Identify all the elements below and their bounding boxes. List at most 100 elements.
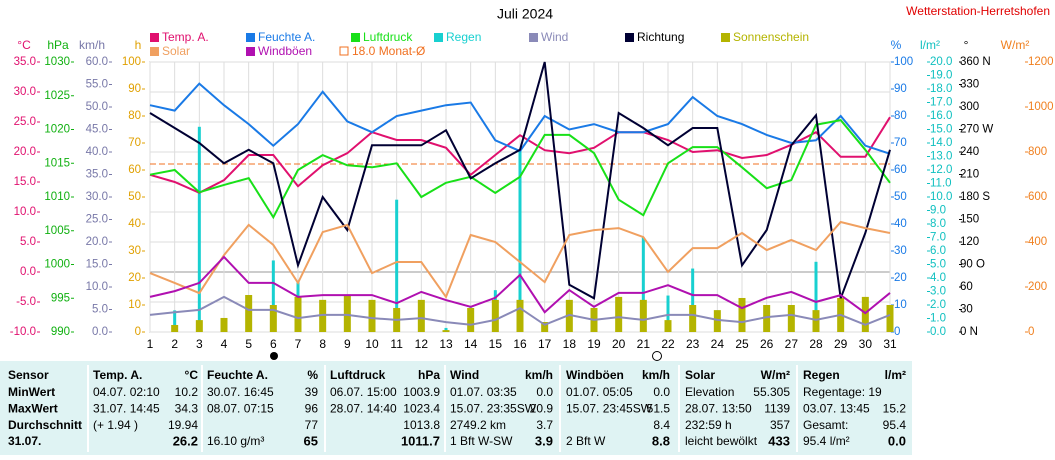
y-tick-label: 50.0 bbox=[86, 101, 108, 113]
table-cell: 433 bbox=[768, 433, 790, 448]
x-tick-label: 21 bbox=[637, 337, 651, 351]
table-cell: 8.4 bbox=[653, 418, 670, 432]
bar bbox=[368, 299, 376, 332]
x-tick-label: 29 bbox=[834, 337, 848, 351]
table-cell: 3.9 bbox=[535, 433, 553, 448]
bar bbox=[444, 327, 448, 332]
y-tick-label: 11.0 bbox=[930, 178, 952, 190]
table-cell: 51.5 bbox=[647, 401, 671, 415]
y-tick-label: 80 bbox=[128, 110, 141, 122]
axis-unit: % bbox=[891, 38, 902, 52]
legend-label: Sonnenschein bbox=[733, 30, 809, 44]
x-tick-label: 5 bbox=[245, 337, 252, 351]
axis-unit: l/m² bbox=[920, 38, 940, 52]
y-tick-label: 0.0 bbox=[20, 266, 36, 278]
table-cell: Regentage: 19 bbox=[803, 385, 882, 399]
y-tick-label: 20.0 bbox=[86, 236, 108, 248]
bar bbox=[664, 320, 672, 332]
table-cell: 232:59 h bbox=[685, 418, 732, 432]
y-tick-label: 0 N bbox=[960, 326, 978, 338]
table-cell: leicht bewölkt bbox=[685, 434, 758, 448]
x-tick-label: 17 bbox=[538, 337, 552, 351]
axis-unit: ° bbox=[964, 38, 969, 52]
y-tick-label: 0 bbox=[1028, 326, 1034, 338]
axis-unit: W/m² bbox=[1001, 38, 1030, 52]
table-cell: 01.07. 05:05 bbox=[566, 385, 633, 399]
row-label: MaxWert bbox=[8, 401, 58, 415]
x-tick-label: 18 bbox=[563, 337, 577, 351]
table-cell: 15.2 bbox=[883, 401, 907, 415]
legend-label: Wind bbox=[541, 30, 568, 44]
y-tick-label: 1030 bbox=[44, 56, 70, 68]
legend-label: Regen bbox=[446, 30, 481, 44]
y-tick-label: 120 bbox=[960, 236, 979, 248]
table-cell: 8.8 bbox=[652, 433, 670, 448]
y-tick-label: 10.0 bbox=[86, 281, 108, 293]
y-tick-label: 90 O bbox=[960, 259, 985, 271]
y-tick-label: 16.0 bbox=[930, 110, 952, 122]
table-cell: 30.07. 16:45 bbox=[207, 385, 274, 399]
y-tick-label: 50 bbox=[128, 191, 141, 203]
y-tick-label: 990 bbox=[51, 326, 70, 338]
x-tick-label: 1 bbox=[147, 337, 154, 351]
y-tick-label: 1000 bbox=[1028, 101, 1054, 113]
x-tick-label: 30 bbox=[859, 337, 873, 351]
y-tick-label: 30 bbox=[960, 304, 973, 316]
x-tick-label: 13 bbox=[439, 337, 453, 351]
bar bbox=[220, 317, 228, 332]
table-header: hPa bbox=[418, 368, 440, 382]
y-tick-label: 30 bbox=[894, 245, 907, 257]
table-cell: 03.07. 13:45 bbox=[803, 401, 870, 415]
x-tick-label: 22 bbox=[661, 337, 675, 351]
y-tick-label: 15.0 bbox=[930, 124, 952, 136]
y-tick-label: 5.0 bbox=[92, 304, 108, 316]
axis-unit: °C bbox=[17, 38, 31, 52]
y-tick-label: -10.0 bbox=[10, 326, 36, 338]
table-cell: 357 bbox=[770, 418, 790, 432]
bar bbox=[689, 305, 697, 332]
y-tick-label: 25.0 bbox=[86, 214, 108, 226]
axis-unit: km/h bbox=[79, 38, 105, 52]
table-cell: 10.2 bbox=[175, 385, 199, 399]
y-tick-label: 20.0 bbox=[930, 56, 952, 68]
bar bbox=[442, 330, 450, 332]
table-cell: 95.4 bbox=[883, 418, 907, 432]
y-tick-label: 10 bbox=[894, 299, 907, 311]
x-tick-label: 4 bbox=[221, 337, 228, 351]
y-tick-label: 10 bbox=[128, 299, 141, 311]
x-tick-label: 20 bbox=[612, 337, 626, 351]
bar bbox=[541, 322, 549, 332]
y-tick-label: 80 bbox=[894, 110, 907, 122]
y-tick-label: 60.0 bbox=[86, 56, 108, 68]
y-tick-label: 1015 bbox=[44, 157, 70, 169]
y-tick-label: 9.0 bbox=[930, 205, 946, 217]
y-tick-label: 30 bbox=[128, 245, 141, 257]
table-cell: 95.4 l/m² bbox=[803, 434, 850, 448]
bar bbox=[639, 299, 647, 332]
y-tick-label: 15.0 bbox=[14, 176, 36, 188]
y-tick-label: 18.0 bbox=[930, 83, 952, 95]
legend-swatch bbox=[150, 33, 159, 42]
bar bbox=[763, 305, 771, 332]
x-tick-label: 6 bbox=[270, 337, 277, 351]
y-tick-label: 45.0 bbox=[86, 124, 108, 136]
y-tick-label: 270 W bbox=[960, 124, 993, 136]
x-tick-label: 9 bbox=[344, 337, 351, 351]
y-tick-label: 55.0 bbox=[86, 79, 108, 91]
bar bbox=[518, 149, 522, 332]
table-cell: 08.07. 07:15 bbox=[207, 401, 274, 415]
legend-swatch bbox=[246, 47, 255, 56]
table-cell: 20.9 bbox=[530, 401, 554, 415]
table-cell: 31.07. 14:45 bbox=[93, 401, 160, 415]
y-tick-label: 6.0 bbox=[930, 245, 946, 257]
axis-unit: hPa bbox=[47, 38, 69, 52]
legend-swatch bbox=[625, 33, 634, 42]
x-tick-label: 26 bbox=[760, 337, 774, 351]
y-tick-label: 1020 bbox=[44, 124, 70, 136]
table-cell: 1013.8 bbox=[403, 418, 440, 432]
table-cell: 19.94 bbox=[168, 418, 198, 432]
table-cell: 1023.4 bbox=[403, 401, 440, 415]
y-tick-label: 30.0 bbox=[14, 86, 36, 98]
bar bbox=[666, 295, 670, 332]
chart-title: Juli 2024 bbox=[497, 6, 553, 22]
